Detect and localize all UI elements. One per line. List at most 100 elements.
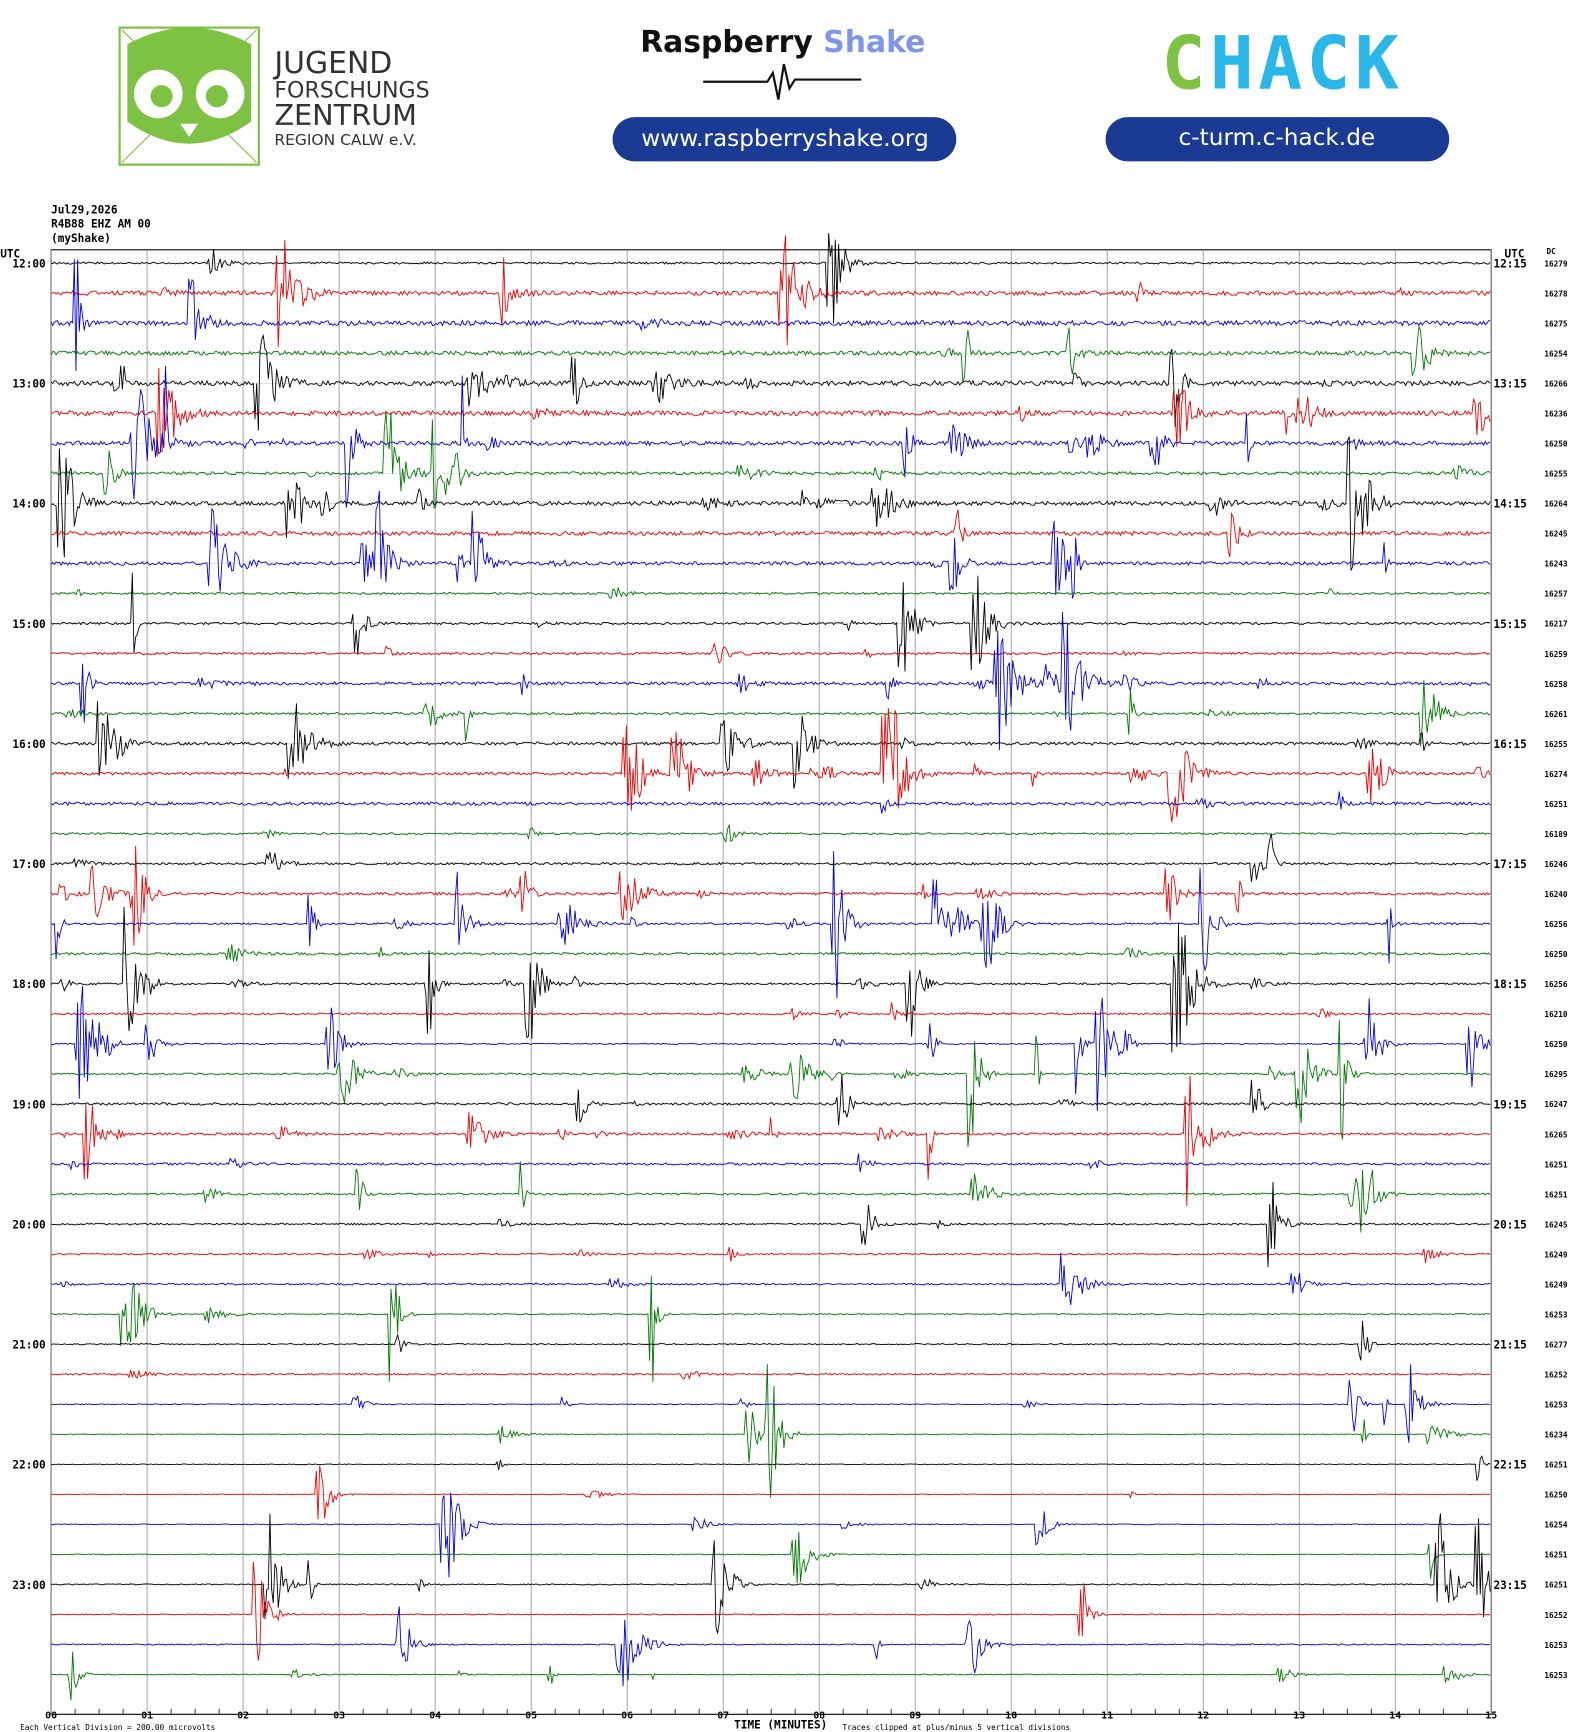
scale-note: Each Vertical Division = 200.00 microvol…: [20, 1723, 215, 1732]
dc-value: 16245: [1544, 1220, 1568, 1229]
dc-value: 16253: [1544, 1641, 1568, 1650]
trace: [50, 1002, 1491, 1022]
trace: [50, 365, 1491, 508]
trace: [51, 1320, 1491, 1361]
trace: [51, 1364, 1491, 1498]
dc-value: 16253: [1544, 1401, 1568, 1410]
dc-value: 16243: [1544, 560, 1568, 569]
dc-value: 16246: [1544, 860, 1568, 869]
dc-value: 16251: [1544, 1190, 1568, 1199]
dc-value: 16256: [1544, 980, 1568, 989]
trace: [50, 410, 1491, 509]
trace: [50, 1020, 1491, 1148]
hour-label: 23:00: [12, 1579, 45, 1592]
x-tick-label: 10: [1005, 1711, 1017, 1722]
hour-label: 18:00: [12, 978, 45, 991]
trace: [50, 845, 1491, 946]
dc-value: 16251: [1544, 1551, 1568, 1560]
x-tick-label: 12: [1197, 1711, 1209, 1722]
trace: [50, 643, 1491, 664]
hour-label: 13:15: [1493, 378, 1526, 391]
dc-value: 16279: [1544, 259, 1568, 268]
dc-value: 16250: [1544, 1040, 1568, 1049]
dc-value: 16245: [1544, 530, 1568, 539]
dc-value: 16250: [1544, 440, 1568, 449]
x-tick-label: 02: [237, 1711, 249, 1722]
hour-label: 20:15: [1493, 1218, 1526, 1231]
station-channel: R4B88 EHZ AM 00: [51, 218, 151, 231]
hour-label: 12:15: [1493, 257, 1526, 270]
brand: Raspberry Shake: [640, 25, 925, 60]
dc-value: 16250: [1544, 950, 1568, 959]
station-source: (myShake): [51, 232, 111, 245]
dc-value: 16259: [1544, 650, 1568, 659]
dc-value: 16275: [1544, 319, 1568, 328]
hour-label: 17:00: [12, 858, 45, 871]
dc-value: 16252: [1544, 1611, 1567, 1620]
labels: 00 01 02 03 04 05 06 07 08 09 10 11 12 13 14 15 16279 162…: [12, 257, 1568, 1721]
dc-value: 16250: [1544, 1491, 1568, 1500]
x-tick-label: 03: [333, 1711, 345, 1722]
jfz-logo: JUGEND FORSCHUNGS ZENTRUM REGION CALW e.…: [118, 26, 430, 166]
dc-value: 16253: [1544, 1310, 1568, 1319]
hour-label: 19:00: [12, 1098, 45, 1111]
dc-value: 16255: [1544, 740, 1568, 749]
trace: [51, 824, 1491, 843]
trace: [51, 367, 1491, 457]
clip-note: Traces clipped at plus/minus 5 vertical …: [842, 1723, 1070, 1732]
hour-label: 18:15: [1493, 978, 1526, 991]
owl-pupil: [205, 85, 228, 108]
x-tick-label: 04: [429, 1711, 441, 1722]
utc-left: UTC: [0, 248, 20, 261]
dc-value: 16265: [1544, 1130, 1568, 1139]
trace: [51, 235, 1491, 347]
chack-part: C: [1162, 21, 1210, 106]
traces: [50, 233, 1491, 1701]
dc-value: 16253: [1544, 1671, 1568, 1680]
hour-label: 19:15: [1493, 1098, 1526, 1111]
trace: [50, 436, 1491, 571]
logo-text: ZENTRUM: [274, 98, 417, 132]
dc-value: 16251: [1544, 1581, 1568, 1590]
dc-value: 16266: [1544, 380, 1568, 389]
dc-value: 16274: [1544, 770, 1568, 779]
trace: [50, 1153, 1491, 1173]
hour-label: 21:15: [1493, 1339, 1526, 1352]
x-tick-label: 06: [621, 1711, 633, 1722]
hour-label: 13:00: [12, 378, 45, 391]
hour-label: 17:15: [1493, 858, 1526, 871]
x-tick-label: 11: [1101, 1711, 1113, 1722]
x-tick-label: 14: [1389, 1711, 1401, 1722]
dc-value: 16189: [1544, 830, 1568, 839]
dc-value: 16234: [1544, 1431, 1568, 1440]
url-pill: [1105, 117, 1450, 162]
hour-label: 23:15: [1493, 1579, 1526, 1592]
hour-label: 22:15: [1493, 1459, 1526, 1472]
hour-label: 15:00: [12, 618, 45, 631]
url: c-turm.c-hack.de: [1179, 124, 1376, 151]
trace: [50, 1252, 1491, 1305]
trace: [50, 1161, 1491, 1233]
trace: [50, 233, 1491, 324]
x-tick-label: 13: [1293, 1711, 1305, 1722]
chack-part: HACK: [1210, 21, 1403, 106]
dc-value: 16217: [1544, 620, 1568, 629]
trace: [51, 1247, 1491, 1263]
logo-text: JUGEND: [272, 46, 392, 81]
hour-label: 16:00: [12, 738, 45, 751]
brand-part: Shake: [823, 25, 925, 60]
dc-header: DC: [1547, 247, 1557, 256]
hour-label: 21:00: [12, 1339, 45, 1352]
trace: [50, 1513, 1491, 1634]
logo-text: REGION CALW e.V.: [274, 131, 416, 149]
hour-label: 12:00: [12, 257, 45, 270]
trace: [51, 1492, 1491, 1578]
station-date: Jul29,2026: [51, 203, 118, 216]
hour-label: 15:15: [1493, 618, 1526, 631]
trace: [50, 680, 1491, 747]
x-tick-label: 15: [1485, 1711, 1497, 1722]
trace: [50, 1561, 1491, 1661]
